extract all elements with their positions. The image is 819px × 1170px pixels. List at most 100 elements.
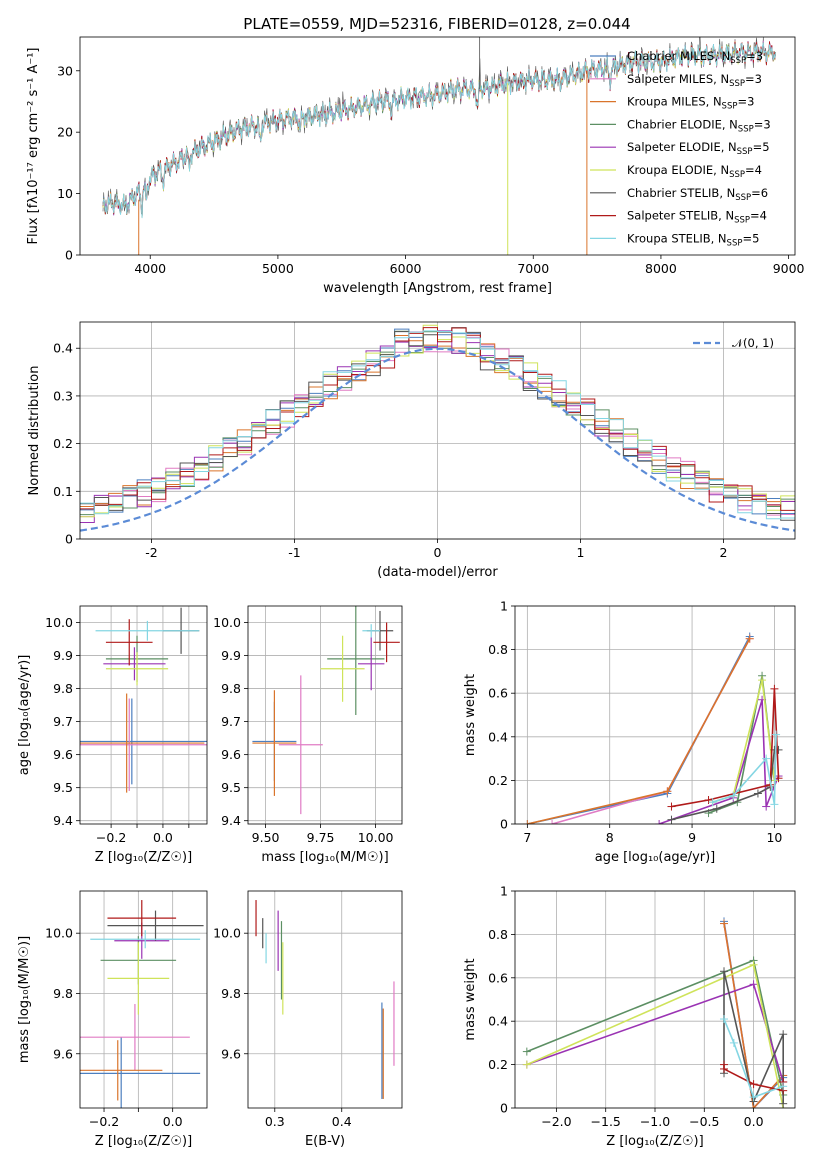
histogram-step	[80, 327, 795, 511]
y-tick-label: 9.8	[53, 986, 73, 1001]
x-tick-label: 9000	[773, 261, 805, 276]
x-axis-label: (data-model)/error	[377, 565, 498, 580]
axes-mass_vs_z: −0.2 0.0 9.6 9.8 10.0 Z [log₁₀(Z/Z☉)] mass [lo…	[17, 891, 207, 1149]
x-axis-label: mass [log₁₀(M/M☉)]	[261, 850, 388, 865]
weight-marker	[762, 802, 771, 811]
weight-line	[723, 1018, 784, 1099]
y-tick-label: 1	[500, 884, 508, 899]
weight-marker	[708, 798, 717, 807]
weight-marker	[770, 684, 779, 693]
mass_vs_ebv-frame	[247, 890, 403, 1109]
histogram-plot	[80, 324, 795, 532]
y-tick-label: 9.9	[53, 648, 73, 663]
residuals-legend: 𝒩(0, 1)	[693, 336, 774, 350]
legend-label: Salpeter MILES, NSSP=3	[627, 72, 762, 89]
weight-marker	[749, 1080, 758, 1089]
y-tick-label: 9.6	[53, 1046, 73, 1061]
x-tick-label: 0.4	[332, 1114, 352, 1129]
y-tick-label: 9.7	[221, 714, 241, 729]
y-tick-label: 0	[500, 817, 508, 832]
weight-marker	[548, 820, 557, 824]
weight-marker	[729, 791, 738, 800]
age_vs_z-frame	[79, 605, 208, 825]
weight-marker	[749, 1093, 758, 1102]
errorbar-point	[107, 900, 177, 937]
axes-age_vs_mass: 9.50 9.75 10.00 9.4 9.5 9.6 9.7 9.8 9.9 10.0 mass …	[213, 606, 402, 865]
spectrum-frame	[79, 36, 796, 256]
y-tick-label: 0.8	[488, 642, 508, 657]
errorbar-point	[327, 606, 385, 715]
y-tick-label: 0.4	[53, 341, 73, 356]
weight-marker	[522, 1047, 531, 1056]
weight-marker	[704, 796, 713, 805]
weight-marker	[770, 800, 779, 809]
axes-weight_vs_age: 7 8 9 10 0 0.2 0.4 0.6 0.8 1 age [log₁₀(age/yr)] ma…	[463, 599, 795, 865]
legend-label: Chabrier ELODIE, NSSP=3	[627, 117, 771, 134]
spectrum-plot	[102, 37, 776, 255]
spectrum-legend: Chabrier MILES, NSSP=3 Salpeter MILES, NS…	[590, 49, 771, 248]
weight_vs_age-plot	[523, 632, 783, 824]
weight-marker	[720, 1015, 729, 1024]
x-tick-label: 0.3	[265, 1114, 285, 1129]
mass_vs_ebv-plot	[255, 900, 395, 1099]
legend-label: Chabrier STELIB, NSSP=6	[627, 186, 768, 203]
age_vs_z-plot	[80, 607, 207, 793]
y-tick-label: 0	[500, 1101, 508, 1116]
weight-line	[551, 638, 751, 824]
x-axis-label: Z [log₁₀(Z/Z☉)]	[606, 1134, 703, 1149]
x-tick-label: 8000	[645, 261, 677, 276]
x-axis-label: wavelength [Angstrom, rest frame]	[323, 281, 552, 296]
figure-title: PLATE=0559, MJD=52316, FIBERID=0128, z=0…	[243, 15, 630, 33]
y-tick-label: 0.2	[53, 436, 73, 451]
y-axis-label: age [log₁₀(age/yr)]	[17, 655, 32, 776]
x-tick-label: −0.5	[689, 1114, 719, 1129]
histogram-step	[80, 330, 795, 520]
weight-marker	[779, 1030, 788, 1039]
y-tick-label: 30	[57, 63, 73, 78]
errorbar-point	[80, 1004, 190, 1071]
weight-line	[527, 638, 751, 824]
errorbar-point	[90, 930, 201, 949]
x-tick-label: 5000	[262, 261, 294, 276]
y-tick-label: 9.9	[221, 648, 241, 663]
weight_vs_z-frame	[514, 890, 796, 1109]
y-tick-label: 0.4	[488, 729, 508, 744]
x-tick-label: 9.50	[252, 830, 280, 845]
x-tick-label: −0.2	[89, 1114, 119, 1129]
y-tick-label: 9.6	[53, 747, 73, 762]
y-tick-label: 9.8	[221, 986, 241, 1001]
weight-marker	[779, 1082, 788, 1091]
x-tick-label: -2	[145, 545, 157, 560]
spectrum-line	[102, 42, 776, 219]
errorbar-point	[80, 1040, 163, 1101]
weight-marker	[749, 980, 758, 989]
weight-marker	[772, 730, 781, 739]
axes-residuals: -2 -1 0 1 2 0 0.1 0.2 0.3 0.4 (data-model)/error No…	[27, 322, 795, 580]
x-tick-label: 10	[766, 830, 782, 845]
errorbar-point	[95, 620, 200, 641]
weight-marker	[720, 919, 729, 928]
mass_vs_z-frame	[79, 890, 208, 1109]
x-tick-label: −0.2	[96, 830, 126, 845]
x-tick-label: 0.0	[163, 1114, 183, 1129]
y-tick-label: 9.8	[53, 681, 73, 696]
x-axis-label: Z [log₁₀(Z/Z☉)]	[95, 850, 192, 865]
y-tick-label: 10	[57, 186, 73, 201]
errorbar-point	[358, 637, 385, 691]
age_vs_mass-frame	[247, 605, 403, 825]
weight-marker	[522, 1060, 531, 1069]
y-axis-label: Flux [fλ10⁻¹⁷ erg cm⁻² s⁻¹ A⁻¹]	[26, 48, 41, 245]
x-tick-label: 0.0	[744, 1114, 764, 1129]
y-tick-label: 10.0	[45, 926, 73, 941]
x-tick-label: 1	[577, 545, 585, 560]
x-tick-label: -1	[288, 545, 300, 560]
y-tick-label: 9.4	[53, 813, 73, 828]
x-axis-label: E(B-V)	[305, 1134, 345, 1149]
x-axis-label: age [log₁₀(age/yr)]	[595, 850, 716, 865]
x-tick-label: −1.0	[640, 1114, 670, 1129]
axes-mass_vs_ebv: 0.3 0.4 9.6 9.8 10.0 E(B-V)	[213, 891, 402, 1149]
errorbar-point	[80, 698, 207, 785]
errorbar-point	[362, 624, 380, 638]
weight_vs_age-frame	[514, 605, 796, 825]
y-tick-label: 9.6	[221, 747, 241, 762]
